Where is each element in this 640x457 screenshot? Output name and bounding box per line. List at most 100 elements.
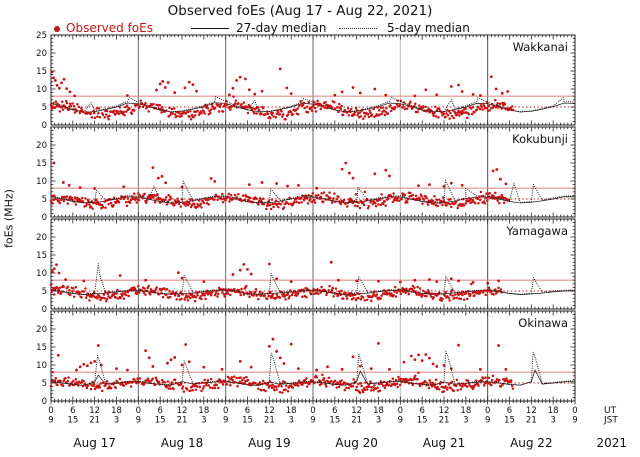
observed-point [427,386,431,390]
observed-point [282,206,286,209]
observed-point [168,289,171,293]
median-5day-dot [184,362,186,364]
observed-spike-point [388,367,391,371]
median-5day-dot [393,380,395,382]
observed-point [66,379,70,383]
median-5day-dot [373,382,375,384]
median-5day-dot [356,379,358,381]
median-5day-dot [540,289,542,291]
median-5day-dot [532,354,534,356]
observed-point [76,102,79,106]
median-5day-dot [207,381,209,383]
median-5day-dot [359,357,361,359]
observed-spike-point [231,273,235,276]
observed-point [379,203,383,207]
observed-point [207,203,210,206]
median-5day-dot [351,110,353,112]
median-5day-dot [268,381,270,383]
median-5day-dot [192,107,194,109]
observed-point [304,381,307,385]
median-5day-dot [305,195,308,197]
observed-spike-point [62,77,66,81]
median-5day-dot [495,104,497,106]
median-5day-dot [203,290,205,292]
median-5day-dot [98,360,100,362]
median-5day-dot [166,201,168,203]
median-5day-dot [325,105,327,107]
observed-point [322,377,326,380]
observed-point [169,197,173,200]
median-5day-dot [458,291,460,293]
median-5day-dot [288,382,290,384]
median-5day-dot [177,110,179,112]
median-5day-dot [89,382,91,384]
median-5day-dot [142,196,144,198]
median-5day-dot [264,293,266,295]
observed-point [137,198,141,202]
observed-point [395,199,399,202]
observed-point [189,389,192,392]
observed-point [484,293,487,297]
median-5day-dot [444,362,446,364]
observed-spike-point [377,279,380,283]
observed-point [500,193,503,197]
observed-point [452,116,455,120]
median-5day-dot [229,289,231,291]
observed-point [363,299,367,302]
median-5day-dot [269,286,271,288]
y-tick-label: 15 [36,67,47,77]
observed-point [202,385,206,388]
y-tick-label: 10 [36,85,47,95]
median-5day-dot [535,359,537,361]
observed-point [380,112,383,116]
y-tick-label: 5 [42,287,47,297]
observed-point [467,196,471,200]
median-5day-dot [446,277,448,279]
median-5day-dot [539,195,541,197]
observed-point [71,290,74,293]
median-5day-dot [526,293,528,295]
observed-point [269,207,273,211]
observed-spike-point [402,360,406,364]
median-5day-dot [412,382,414,384]
observed-point [291,112,295,116]
median-5day-dot [146,197,148,199]
median-5day-dot [428,201,430,203]
observed-point [498,378,501,382]
median-5day-dot [430,293,432,295]
median-5day-dot [343,293,345,295]
median-5day-dot [563,101,565,103]
median-5day-dot [453,290,455,292]
observed-point [274,296,278,300]
observed-point [333,107,337,110]
observed-point [440,299,443,303]
observed-point [446,388,449,391]
median-5day-dot [443,194,445,196]
median-5day-dot [220,195,222,197]
observed-point [147,110,150,113]
legend-5day-dotted-icon [339,28,377,29]
median-5day-dot [269,372,271,374]
observed-spike-point [176,271,180,275]
median-5day-dot [205,381,207,383]
observed-point [137,284,140,288]
median-5day-dot [410,105,412,107]
observed-point [283,380,287,384]
observed-point [345,386,348,390]
observed-point [185,388,189,391]
observed-point [376,106,379,109]
observed-point [434,386,437,389]
median-5day-dot [391,380,393,382]
median-5day-dot [410,382,412,384]
median-5day-dot [456,383,458,385]
observed-point [287,297,291,300]
median-5day-dot [161,383,163,386]
median-5day-dot [314,196,316,198]
median-5day-dot [94,379,96,381]
median-5day-dot [86,106,88,108]
observed-spike-point [494,87,498,91]
observed-point [418,104,421,107]
median-5day-dot [118,197,120,199]
median-5day-dot [181,200,183,203]
